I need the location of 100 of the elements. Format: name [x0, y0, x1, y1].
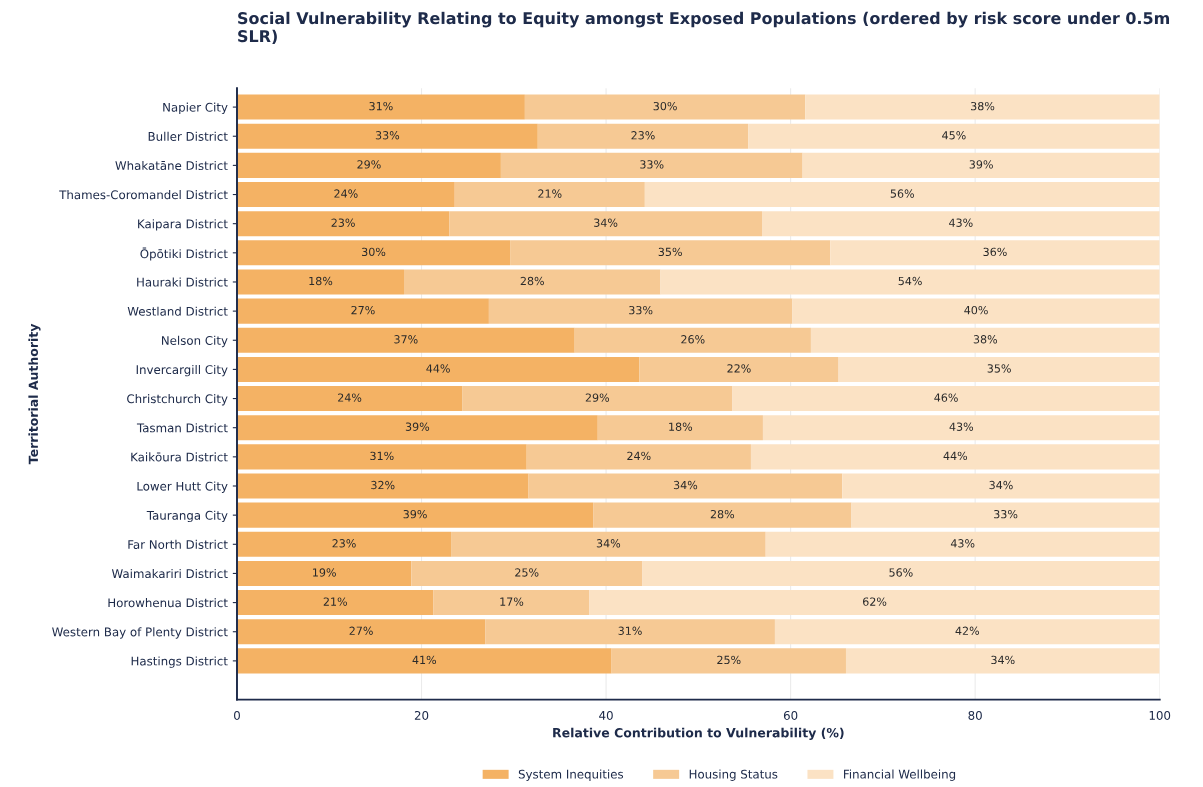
data-label: 25%: [515, 568, 539, 577]
data-label: 33%: [994, 509, 1018, 519]
data-label: 31%: [618, 626, 642, 635]
x-tick-label: 100: [1149, 710, 1171, 720]
data-label: 34%: [596, 539, 621, 548]
x-tick-label: 80: [968, 710, 982, 720]
data-label: 29%: [585, 393, 610, 402]
bar: [236, 182, 455, 208]
data-label: 30%: [362, 247, 386, 257]
data-label: 23%: [331, 218, 355, 227]
legend-label: Housing Status: [689, 769, 778, 781]
y-tick-label: Nelson City: [162, 335, 228, 348]
data-label: 33%: [640, 160, 664, 169]
data-label: 56%: [890, 189, 914, 198]
bar: [236, 590, 434, 616]
bar: [433, 590, 590, 616]
data-label: 17%: [500, 597, 524, 606]
data-label: 24%: [338, 393, 362, 402]
data-label: 24%: [627, 451, 651, 461]
y-tick-label: Tauranga City: [146, 510, 228, 523]
y-tick-label: Horowhenua District: [108, 598, 228, 608]
bar: [236, 240, 511, 266]
data-label: 33%: [375, 131, 400, 140]
bar: [611, 648, 846, 674]
y-tick-label: Christchurch City: [127, 394, 228, 406]
bar: [404, 269, 661, 295]
data-label: 39%: [969, 160, 993, 169]
data-label: 22%: [727, 364, 751, 373]
bar: [236, 123, 538, 149]
bar: [842, 473, 1160, 499]
data-label: 37%: [394, 335, 418, 344]
bar: [750, 444, 1160, 470]
x-tick-label: 40: [599, 710, 613, 720]
data-label: 27%: [349, 626, 373, 635]
x-axis-title: Relative Contribution to Vulnerability (%): [553, 727, 844, 740]
y-tick-label: Westland District: [127, 306, 228, 316]
bar: [488, 298, 793, 324]
x-tick-label: 0: [234, 710, 240, 720]
data-label: 46%: [934, 393, 958, 402]
data-label: 18%: [669, 422, 693, 431]
y-tick-label: Western Bay of Plenty District: [52, 627, 228, 639]
data-label: 29%: [357, 160, 381, 169]
data-label: 40%: [964, 305, 988, 315]
data-label: 54%: [898, 276, 922, 286]
y-tick-label: Thames-Coromandel District: [59, 190, 228, 200]
legend-label: System Inequities: [518, 769, 624, 781]
bar: [593, 502, 852, 528]
bar: [830, 240, 1160, 266]
data-label: 44%: [426, 364, 450, 373]
data-label: 35%: [987, 364, 1011, 373]
bar: [810, 327, 1160, 353]
bar: [792, 298, 1160, 324]
data-label: 18%: [309, 276, 333, 286]
bar: [454, 182, 645, 208]
bar: [236, 211, 450, 237]
legend-label: Financial Wellbeing: [844, 769, 956, 781]
data-label: 33%: [629, 305, 653, 315]
data-label: 62%: [863, 597, 887, 606]
data-label: 28%: [520, 276, 544, 286]
y-tick-label: Napier City: [163, 102, 228, 115]
data-label: 44%: [943, 451, 968, 461]
bar: [485, 619, 775, 645]
data-label: 36%: [983, 247, 1007, 257]
data-label: 35%: [658, 247, 682, 257]
bar: [449, 211, 763, 237]
chart-title: Social Vulnerability Relating to Equity amongst Exposed Populations (ordered by risk score under 0.5m SLR): [238, 11, 1170, 45]
bar: [451, 531, 766, 557]
data-label: 25%: [717, 655, 741, 665]
y-tick-label: Hastings District: [131, 656, 228, 668]
bar: [838, 356, 1160, 382]
data-label: 34%: [594, 218, 618, 227]
y-tick-label: Ōpōtiki District: [140, 247, 228, 261]
data-label: 23%: [332, 539, 356, 548]
bar: [537, 123, 749, 149]
data-label: 34%: [989, 480, 1013, 490]
bar: [411, 560, 643, 586]
y-tick-label: Hauraki District: [137, 277, 228, 287]
bar: [236, 415, 598, 441]
data-label: 34%: [673, 480, 698, 490]
bar: [574, 327, 811, 353]
data-label: 43%: [949, 218, 973, 227]
bar: [762, 211, 1160, 237]
bar: [802, 152, 1160, 178]
bar: [236, 560, 412, 586]
bar: [236, 444, 527, 470]
bar: [236, 94, 525, 120]
y-tick-label: Lower Hutt City: [137, 481, 228, 493]
bar: [845, 648, 1160, 674]
bar: [236, 473, 529, 499]
data-label: 39%: [403, 509, 427, 519]
bar: [526, 444, 751, 470]
bar: [597, 415, 763, 441]
data-label: 31%: [370, 451, 394, 461]
data-label: 23%: [631, 131, 655, 140]
bar: [236, 327, 575, 353]
bar: [762, 415, 1160, 441]
y-tick-label: Invercargill City: [136, 364, 228, 377]
data-label: 34%: [991, 655, 1015, 665]
bar: [236, 502, 594, 528]
bar: [236, 531, 452, 557]
